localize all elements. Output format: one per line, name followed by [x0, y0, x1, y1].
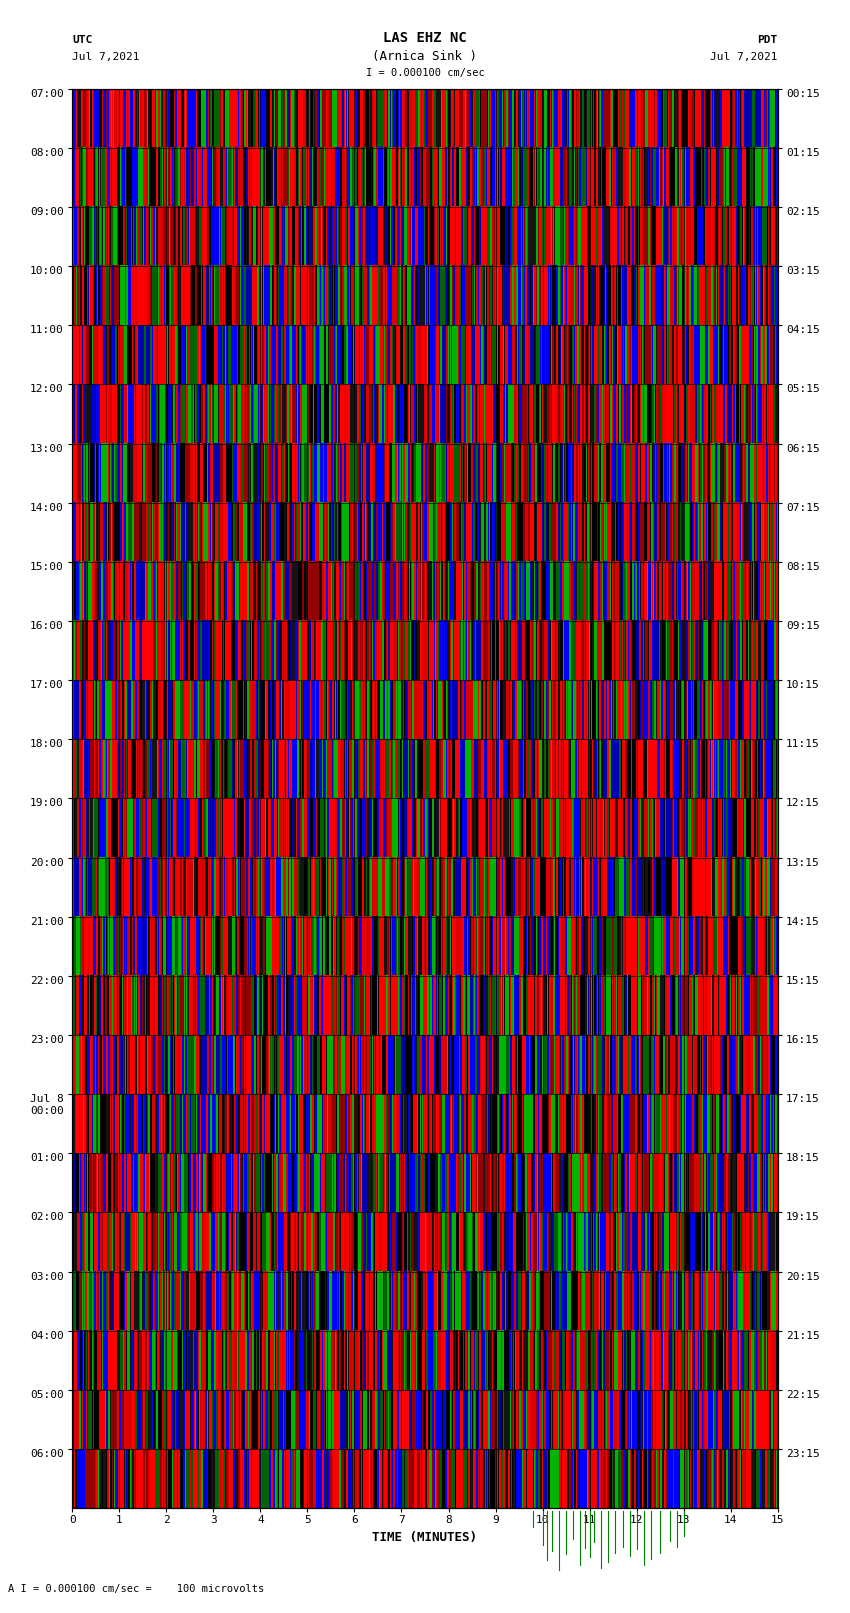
Text: UTC: UTC [72, 35, 93, 45]
Text: (Arnica Sink ): (Arnica Sink ) [372, 50, 478, 63]
Text: I = 0.000100 cm/sec: I = 0.000100 cm/sec [366, 68, 484, 77]
Text: Jul 7,2021: Jul 7,2021 [711, 52, 778, 61]
Text: Jul 7,2021: Jul 7,2021 [72, 52, 139, 61]
Text: PDT: PDT [757, 35, 778, 45]
Text: LAS EHZ NC: LAS EHZ NC [383, 31, 467, 45]
X-axis label: TIME (MINUTES): TIME (MINUTES) [372, 1531, 478, 1544]
Text: A I = 0.000100 cm/sec =    100 microvolts: A I = 0.000100 cm/sec = 100 microvolts [8, 1584, 264, 1594]
